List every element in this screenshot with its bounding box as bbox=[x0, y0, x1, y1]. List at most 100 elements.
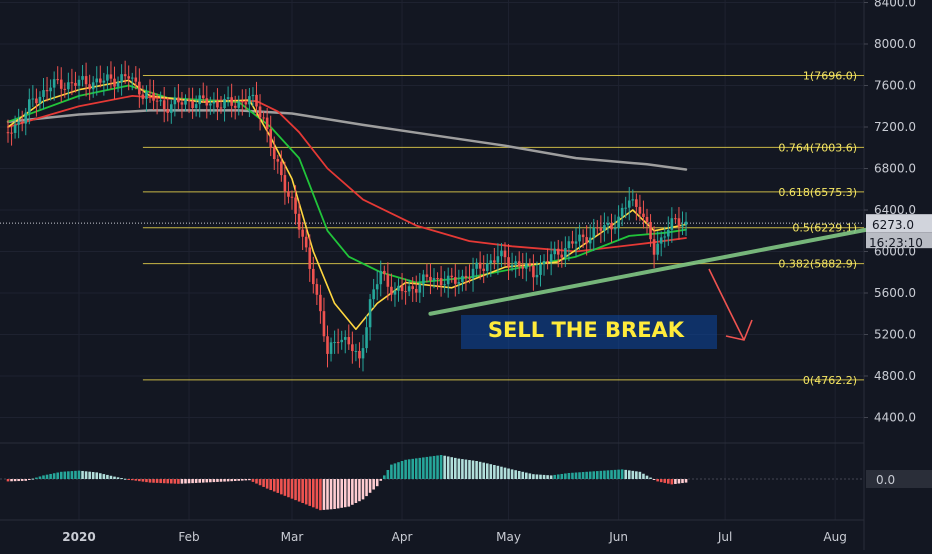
candle-body bbox=[56, 79, 59, 81]
histogram-bar bbox=[99, 473, 102, 479]
histogram-bar bbox=[106, 474, 109, 479]
candle-body bbox=[184, 99, 187, 105]
fib-label: 0.764(7003.6) bbox=[778, 141, 857, 154]
histogram-bar bbox=[454, 457, 457, 479]
candle-body bbox=[77, 79, 81, 86]
candle-body bbox=[407, 286, 411, 292]
candle-body bbox=[216, 101, 219, 108]
histogram-bar bbox=[248, 479, 251, 481]
candle-body bbox=[482, 268, 485, 271]
histogram-bar bbox=[56, 472, 59, 479]
candle-body bbox=[585, 237, 588, 244]
candle-body bbox=[500, 250, 503, 257]
histogram-bar bbox=[528, 473, 532, 479]
candle-body bbox=[209, 103, 212, 106]
histogram-bar bbox=[429, 456, 432, 479]
x-tick-label: May bbox=[496, 530, 521, 544]
candle-body bbox=[414, 288, 418, 293]
annotation-box bbox=[461, 315, 717, 349]
histogram-bar bbox=[457, 458, 461, 479]
candle-body bbox=[134, 77, 138, 82]
candle-body bbox=[485, 263, 489, 271]
candle-body bbox=[123, 74, 127, 77]
candle-body bbox=[336, 342, 340, 344]
histogram-bar bbox=[571, 472, 574, 479]
zero-tag bbox=[866, 470, 932, 488]
countdown-label: 16:23:10 bbox=[869, 236, 923, 250]
fib-label: 0.5(6229.1) bbox=[792, 222, 857, 235]
histogram-bar bbox=[514, 470, 517, 479]
candle-body bbox=[546, 261, 549, 263]
indicator-zero-label: 0.0 bbox=[876, 473, 895, 487]
candle-body bbox=[180, 102, 184, 105]
histogram-bar bbox=[319, 479, 322, 511]
histogram-bar bbox=[45, 474, 49, 479]
candle-body bbox=[219, 107, 223, 109]
candle-body bbox=[333, 342, 336, 344]
histogram-bar bbox=[340, 479, 343, 508]
candle-body bbox=[28, 99, 31, 113]
candle-body bbox=[638, 206, 642, 214]
histogram-bar bbox=[6, 479, 10, 482]
histogram-bar bbox=[113, 476, 116, 479]
candle-body bbox=[659, 237, 663, 244]
candle-body bbox=[201, 95, 205, 99]
candle-body bbox=[578, 234, 581, 242]
last-price-tag bbox=[866, 214, 932, 233]
y-tick-label: 4800.0 bbox=[874, 369, 916, 383]
histogram-bar bbox=[134, 479, 138, 481]
histogram-bar bbox=[109, 475, 113, 479]
histogram-bar bbox=[343, 479, 347, 508]
candle-body bbox=[361, 348, 365, 359]
histogram-bar bbox=[31, 478, 35, 480]
histogram-bar bbox=[588, 471, 592, 479]
candle-body bbox=[319, 294, 322, 312]
candle-body bbox=[475, 262, 478, 269]
histogram-bar bbox=[49, 473, 52, 479]
candle-body bbox=[521, 266, 525, 269]
candle-body bbox=[10, 132, 13, 134]
histogram-bar bbox=[635, 471, 638, 479]
candle-body bbox=[148, 91, 152, 93]
candle-body bbox=[461, 275, 464, 283]
candle-body bbox=[432, 278, 436, 281]
histogram-bar bbox=[610, 470, 613, 479]
histogram-bar bbox=[592, 471, 596, 479]
candle-body bbox=[656, 243, 659, 255]
histogram-bar bbox=[226, 479, 230, 482]
candle-body bbox=[493, 260, 496, 263]
candle-body bbox=[315, 284, 319, 295]
histogram-bar bbox=[38, 476, 42, 479]
candle-body bbox=[251, 94, 255, 97]
histogram-bar bbox=[70, 471, 74, 479]
histogram-bar bbox=[535, 474, 539, 479]
histogram-bar bbox=[407, 459, 411, 479]
histogram-bar bbox=[489, 464, 493, 479]
histogram-bar bbox=[67, 471, 70, 479]
histogram-bar bbox=[368, 479, 372, 493]
histogram-bar bbox=[684, 479, 688, 483]
histogram-bar bbox=[599, 470, 603, 479]
histogram-bar bbox=[375, 479, 379, 487]
candle-body bbox=[155, 100, 159, 102]
x-tick-label: Jun bbox=[608, 530, 628, 544]
histogram-bar bbox=[237, 479, 241, 481]
candle-body bbox=[670, 218, 674, 230]
candle-body bbox=[354, 350, 358, 352]
candle-body bbox=[340, 339, 343, 343]
histogram-bar bbox=[659, 479, 663, 483]
candle-body bbox=[642, 213, 645, 217]
histogram-bar bbox=[425, 456, 429, 479]
histogram-bar bbox=[145, 479, 148, 483]
candle-body bbox=[308, 247, 312, 269]
histogram-bar bbox=[393, 463, 397, 479]
y-tick-label: 5200.0 bbox=[874, 328, 916, 342]
candle-body bbox=[301, 229, 304, 237]
candle-body bbox=[49, 87, 52, 92]
histogram-bar bbox=[212, 479, 216, 483]
candle-body bbox=[109, 74, 113, 79]
candle-body bbox=[265, 117, 269, 130]
candle-body bbox=[322, 311, 326, 337]
histogram-bar bbox=[63, 471, 67, 479]
candle-body bbox=[677, 218, 681, 227]
